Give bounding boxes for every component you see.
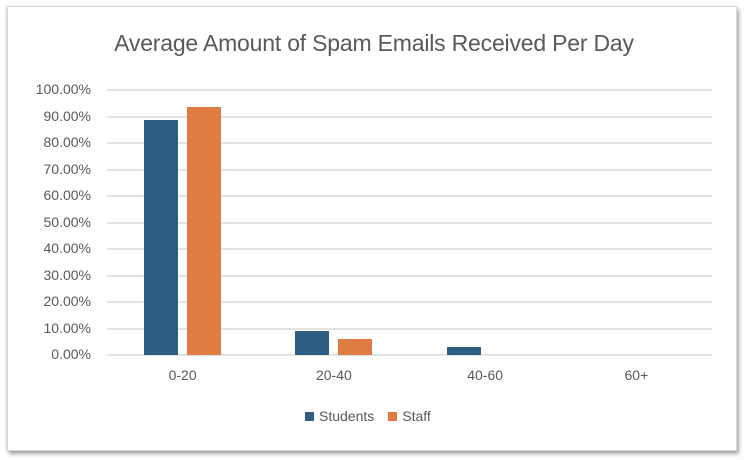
gridline [107,327,712,330]
chart-title: Average Amount of Spam Emails Received P… [114,30,634,56]
gridline [107,89,712,91]
y-axis-tick-label: 100.00% [35,81,91,97]
gridline [107,274,712,277]
y-axis-tick-label: 0.00% [51,346,91,362]
y-axis-tick-label: 20.00% [43,293,91,309]
legend-label: Staff [402,408,431,424]
gridline [107,115,712,118]
x-axis-tick-label: 0-20 [168,367,197,383]
y-axis-tick-label: 40.00% [43,240,91,256]
gridline [107,248,712,250]
bar-staff-20-40 [338,339,373,355]
bar-students-0-20 [144,120,179,355]
chart-card [7,6,737,451]
x-axis-tick-label: 40-60 [467,367,504,383]
legend-swatch-icon [388,411,398,421]
bar-students-40-60 [446,347,481,355]
y-axis-tick-label: 30.00% [43,266,91,283]
y-axis-tick-label: 70.00% [43,160,91,177]
gridline [107,301,712,303]
gridline [107,221,712,224]
gridline [107,354,712,356]
y-axis-tick-label: 80.00% [43,134,91,150]
chart-legend: Students Staff [305,408,445,424]
y-axis-tick-label: 50.00% [43,213,91,230]
legend-item-staff: Staff [388,408,431,424]
bar-staff-0-20 [187,107,222,355]
gridline [107,168,712,171]
legend-item-students: Students [305,408,374,424]
y-axis-tick-label: 60.00% [43,187,91,203]
legend-swatch-icon [305,411,314,421]
bar-students-20-40 [295,331,330,355]
gridline [107,142,712,144]
x-axis-tick-label: 20-40 [315,367,352,383]
y-axis-tick-label: 90.00% [43,107,91,124]
gridline [107,195,712,197]
legend-label: Students [319,408,375,424]
y-axis-tick-label: 10.00% [43,319,91,336]
x-axis-tick-label: 60+ [624,367,649,383]
